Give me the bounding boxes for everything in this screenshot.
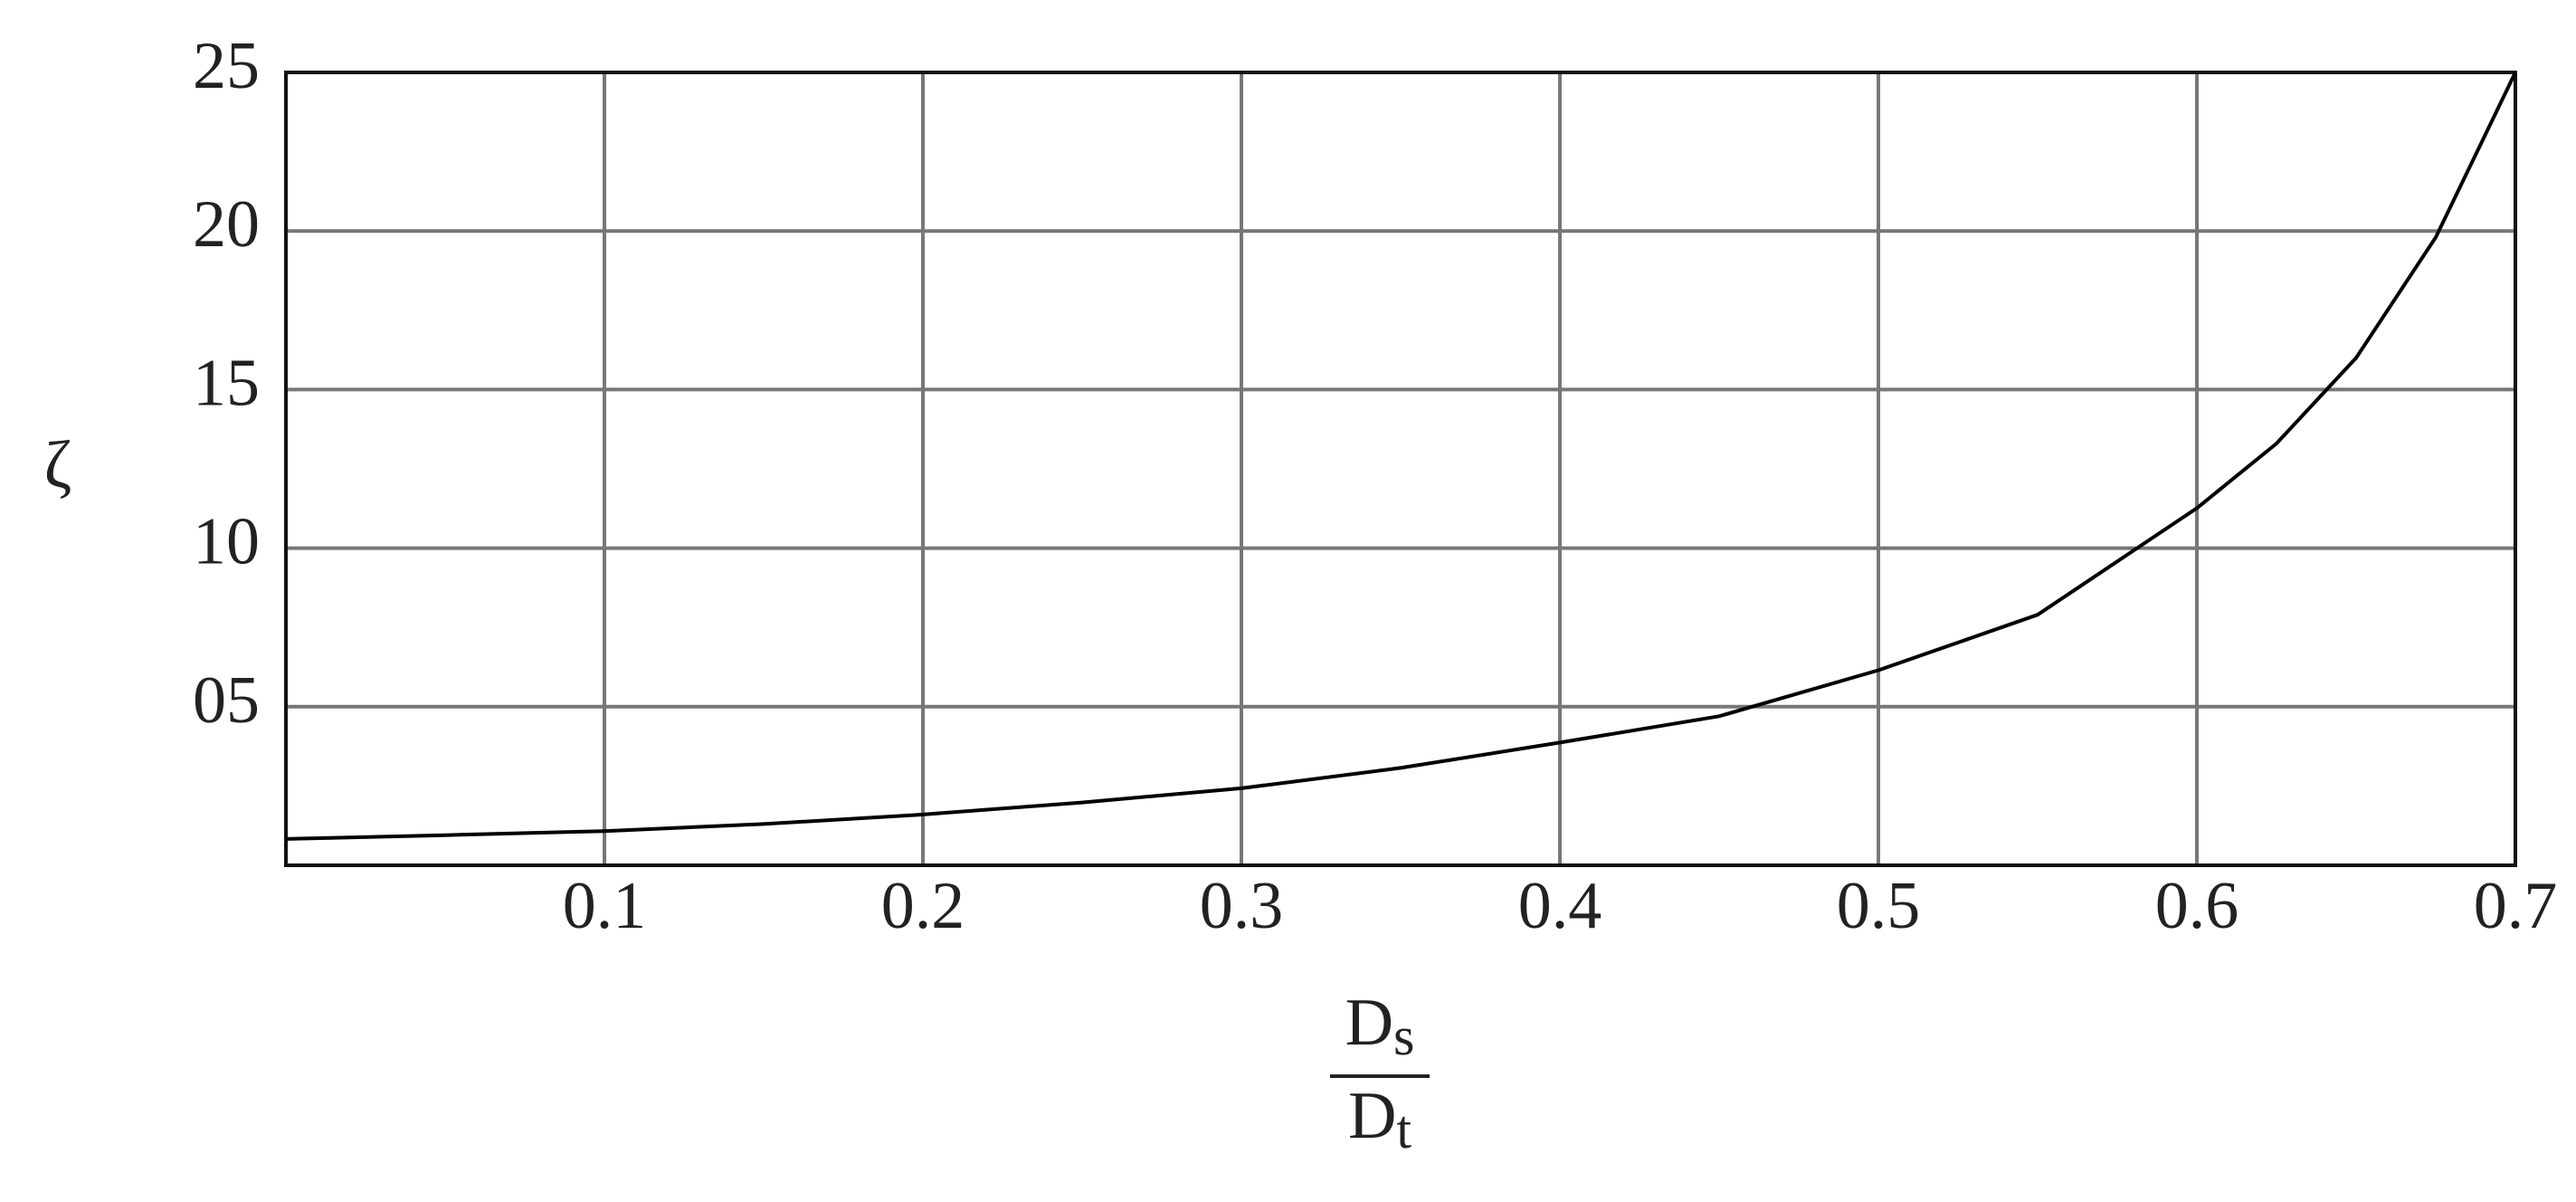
y-tick-label: 05	[193, 663, 260, 738]
y-tick-label: 20	[193, 187, 260, 262]
x-tick-label: 0.3	[1200, 869, 1284, 943]
x-tick-label: 0.7	[2474, 869, 2558, 943]
x-tick-label: 0.4	[1518, 869, 1602, 943]
y-tick-label: 25	[193, 29, 260, 103]
x-tick-label: 0.1	[563, 869, 647, 943]
x-axis-label-denominator: Dt	[1348, 1079, 1412, 1159]
y-tick-label: 10	[193, 505, 260, 579]
x-axis-label-numerator: Ds	[1345, 986, 1415, 1066]
plot-frame	[284, 71, 2517, 867]
x-label-base: D	[1345, 986, 1393, 1060]
x-label-sub: s	[1393, 1006, 1414, 1066]
x-label-sub: t	[1396, 1100, 1412, 1159]
x-label-base: D	[1348, 1079, 1396, 1153]
y-axis-label: ζ	[44, 428, 72, 502]
y-tick-label: 15	[193, 346, 260, 420]
x-tick-label: 0.5	[1837, 869, 1921, 943]
data-line	[285, 72, 2517, 841]
x-tick-label: 0.2	[881, 869, 965, 943]
x-tick-label: 0.6	[2155, 869, 2239, 943]
